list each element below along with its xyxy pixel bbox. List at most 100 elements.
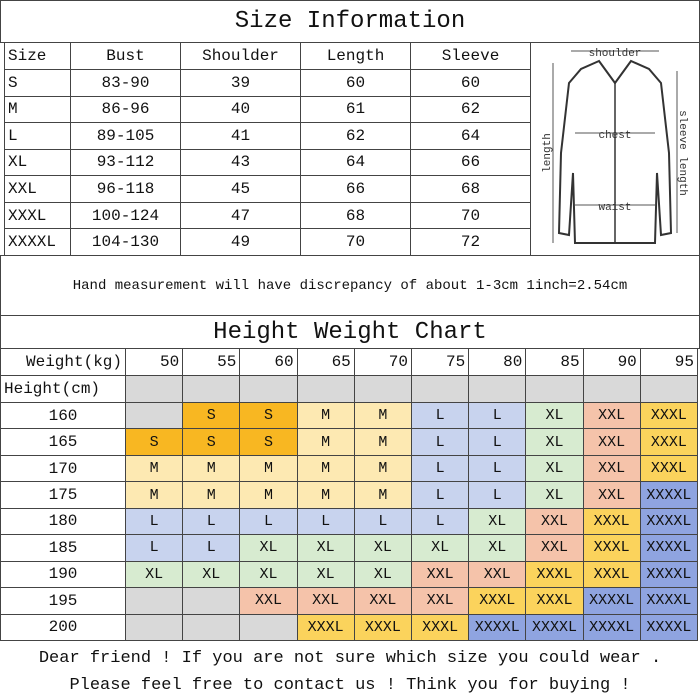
size-cell: XXXL [639,454,698,483]
size-cell [239,613,298,641]
size-cell [125,613,184,641]
size-cell: XXXXL [639,587,698,615]
size-cell: S [182,402,241,430]
size-cell: S [182,428,241,456]
size-cell: XXL [525,534,584,562]
section-title: Height Weight Chart [0,315,700,349]
table-cell: 66 [410,148,531,177]
size-cell: XXL [411,587,470,615]
size-cell: XXXL [411,613,470,641]
table-cell: 72 [410,228,531,256]
size-cell: XXL [239,587,298,615]
table-cell: 70 [300,228,411,256]
column-header: Sleeve [410,42,531,70]
size-cell: M [353,428,412,456]
size-cell: L [182,507,241,536]
size-cell: XXL [582,481,641,509]
blank-cell [525,375,584,403]
height-label: 195 [0,587,126,615]
size-cell: L [411,454,470,483]
weight-header: 95 [639,348,698,376]
weight-header: 90 [582,348,641,376]
size-cell: L [411,481,470,509]
weight-header: 70 [353,348,412,376]
weight-header: 75 [411,348,470,376]
weight-header: 80 [468,348,527,376]
table-cell: 89-105 [70,122,181,150]
size-cell: M [239,454,298,483]
size-cell: L [468,428,527,456]
size-cell: XXXL [353,613,412,641]
table-cell: S [4,69,71,97]
size-cell: XXXXL [639,613,698,641]
size-cell: L [411,428,470,456]
size-cell: M [353,454,412,483]
blank-cell [296,375,355,403]
blank-cell [468,375,527,403]
size-cell: XL [353,534,412,562]
size-cell: M [296,454,355,483]
height-label: 170 [0,454,126,483]
diagram-label: chest [598,130,631,142]
table-cell: 43 [180,148,301,177]
size-cell [182,613,241,641]
blank-cell [353,375,412,403]
weight-header: 65 [296,348,355,376]
size-cell: XL [468,507,527,536]
table-cell: 83-90 [70,69,181,97]
row-label: Height(cm) [0,375,126,403]
table-cell: 93-112 [70,148,181,177]
height-label: 185 [0,534,126,562]
table-cell: XXXL [4,201,71,230]
size-cell: XXXL [525,587,584,615]
table-cell: M [4,95,71,124]
height-label: 180 [0,507,126,536]
size-cell: XL [296,560,355,589]
size-cell: XXL [353,587,412,615]
size-cell: XXXL [296,613,355,641]
diagram-label: shoulder [589,48,642,60]
size-cell: M [182,481,241,509]
diagram-label: waist [598,202,631,214]
size-cell: XXXXL [639,507,698,536]
table-cell: XL [4,148,71,177]
size-cell: XXXL [582,560,641,589]
size-cell: S [239,402,298,430]
height-label: 160 [0,402,126,430]
size-cell: L [353,507,412,536]
size-cell: L [182,534,241,562]
table-cell: 86-96 [70,95,181,124]
size-cell: XXXL [639,428,698,456]
footer-line: Please feel free to contact us ! Think y… [69,675,631,695]
size-cell: XL [525,428,584,456]
size-cell: XXL [525,507,584,536]
size-cell: XL [468,534,527,562]
table-cell: XXL [4,175,71,203]
weight-header: 50 [125,348,184,376]
size-cell: M [353,481,412,509]
size-cell: XXL [582,428,641,456]
size-cell: L [125,507,184,536]
height-label: 200 [0,613,126,641]
table-cell: 70 [410,201,531,230]
column-header: Shoulder [180,42,301,70]
size-cell: XL [296,534,355,562]
table-cell: 64 [410,122,531,150]
size-cell: XXL [468,560,527,589]
blank-cell [239,375,298,403]
height-label: 175 [0,481,126,509]
table-cell: 39 [180,69,301,97]
table-cell: 40 [180,95,301,124]
height-label: 165 [0,428,126,456]
table-cell: 64 [300,148,411,177]
column-header: Bust [70,42,181,70]
size-cell: L [468,481,527,509]
table-cell: 68 [410,175,531,203]
size-cell: XL [411,534,470,562]
table-cell: 62 [410,95,531,124]
size-cell [182,587,241,615]
size-cell: L [411,507,470,536]
size-cell: M [125,481,184,509]
size-cell: XXL [582,402,641,430]
